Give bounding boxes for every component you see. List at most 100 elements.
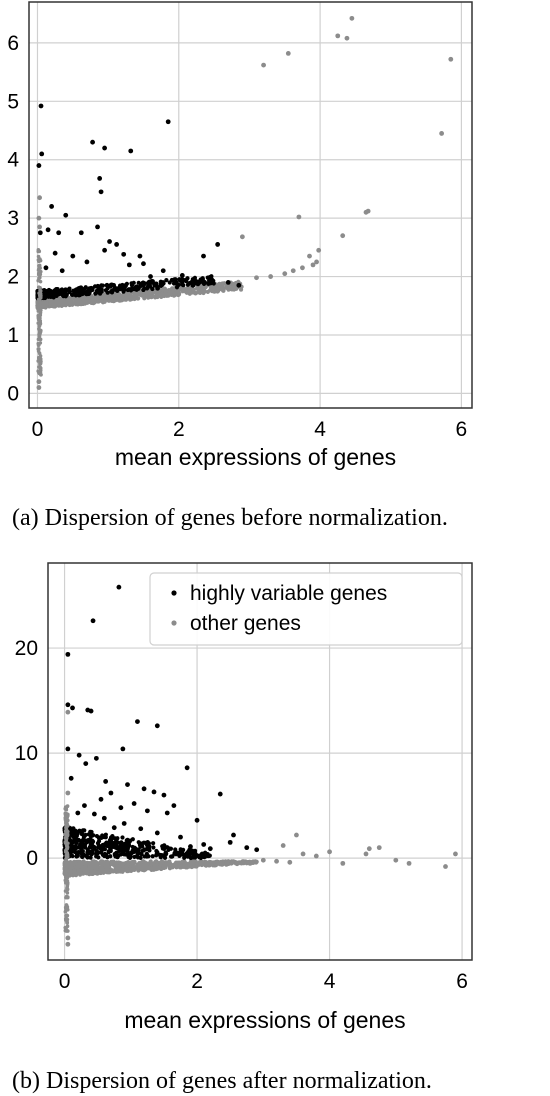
data-point [65, 941, 71, 947]
cluster-point [144, 847, 149, 852]
data-point [254, 275, 259, 281]
x-tick-label: 6 [456, 418, 468, 441]
cluster-point [126, 287, 132, 292]
cluster-point [64, 860, 69, 865]
cluster-point [142, 840, 148, 845]
data-point [141, 786, 147, 792]
cluster-point [37, 327, 41, 331]
legend: highly variable genes other genes [149, 572, 463, 646]
legend-marker [171, 590, 177, 596]
x-tick-label: 0 [32, 418, 44, 441]
cluster-point [52, 288, 58, 293]
data-point [70, 705, 75, 711]
cluster-point [36, 272, 41, 277]
cluster-point [65, 851, 70, 856]
data-point [52, 250, 58, 256]
data-point [126, 262, 132, 268]
data-point [121, 251, 127, 257]
cluster-point [201, 290, 206, 296]
data-point [231, 832, 236, 838]
cluster-point [123, 282, 128, 288]
cluster-point [195, 290, 200, 295]
cluster-point [66, 895, 70, 899]
cluster-point [106, 849, 111, 854]
cluster-point [102, 299, 107, 304]
data-point [97, 176, 103, 181]
cluster-point [166, 847, 171, 852]
cluster-point [64, 808, 69, 812]
cluster-point [86, 298, 91, 304]
data-point [300, 265, 305, 271]
cluster-point [193, 853, 198, 859]
cluster-point [163, 288, 168, 294]
cluster-point [181, 286, 186, 291]
data-point [148, 274, 153, 279]
cluster-point [170, 286, 175, 291]
cluster-point [176, 288, 181, 294]
cluster-point [109, 868, 114, 874]
cluster-point [121, 289, 126, 294]
cluster-point [205, 275, 210, 280]
cluster-point [36, 341, 41, 346]
cluster-point [85, 839, 90, 845]
cluster-point [162, 846, 167, 851]
series-1 [65, 584, 260, 853]
cluster-point [107, 297, 112, 302]
cluster-point [36, 359, 40, 363]
cluster-point [125, 849, 130, 854]
cluster-point [89, 840, 94, 846]
data-point [215, 242, 221, 247]
data-point [78, 230, 84, 236]
data-point [366, 846, 372, 852]
data-point [217, 791, 223, 797]
x-tick-label: 0 [59, 970, 71, 993]
cluster-point [73, 844, 78, 849]
cluster-point [66, 818, 70, 823]
cluster-point [201, 851, 206, 856]
data-point [207, 846, 213, 852]
y-tick-label: 3 [7, 207, 19, 230]
cluster-point [136, 280, 141, 285]
cluster-point [77, 871, 82, 876]
x-tick-label: 2 [173, 418, 185, 441]
data-point [84, 259, 90, 265]
cluster-point [102, 847, 108, 852]
cluster-point [83, 870, 88, 875]
data-point [227, 839, 233, 845]
cluster-point [236, 279, 241, 284]
cluster-point [64, 292, 69, 297]
cluster-point [164, 277, 169, 283]
cluster-point [134, 854, 140, 859]
data-point [282, 271, 288, 277]
legend-label: highly variable genes [190, 582, 387, 605]
cluster-point [98, 866, 103, 872]
cluster-point [179, 277, 185, 282]
data-point [118, 805, 124, 811]
data-point [287, 859, 293, 865]
cluster-point [142, 862, 148, 867]
cluster-point [148, 859, 153, 864]
data-point [144, 808, 150, 814]
data-point [165, 119, 171, 125]
data-point [154, 723, 160, 729]
data-point [65, 651, 71, 657]
data-point [43, 265, 49, 271]
cluster-point [95, 871, 100, 876]
data-point [239, 234, 245, 240]
cluster-point [109, 289, 114, 294]
cluster-point [126, 839, 131, 844]
cluster-point [80, 289, 85, 294]
cluster-point [116, 845, 121, 850]
x-axis-label: mean expressions of genes [115, 444, 396, 470]
data-point [154, 830, 160, 836]
dense-cluster [35, 247, 244, 377]
y-tick-label: 0 [7, 382, 19, 405]
data-point [107, 239, 112, 244]
y-tick-label: 6 [7, 32, 19, 55]
cluster-point [93, 859, 99, 865]
y-tick-label: 5 [7, 90, 19, 113]
cluster-point [38, 275, 42, 280]
cluster-point [69, 868, 74, 874]
data-point [280, 843, 286, 848]
data-point [184, 765, 190, 771]
